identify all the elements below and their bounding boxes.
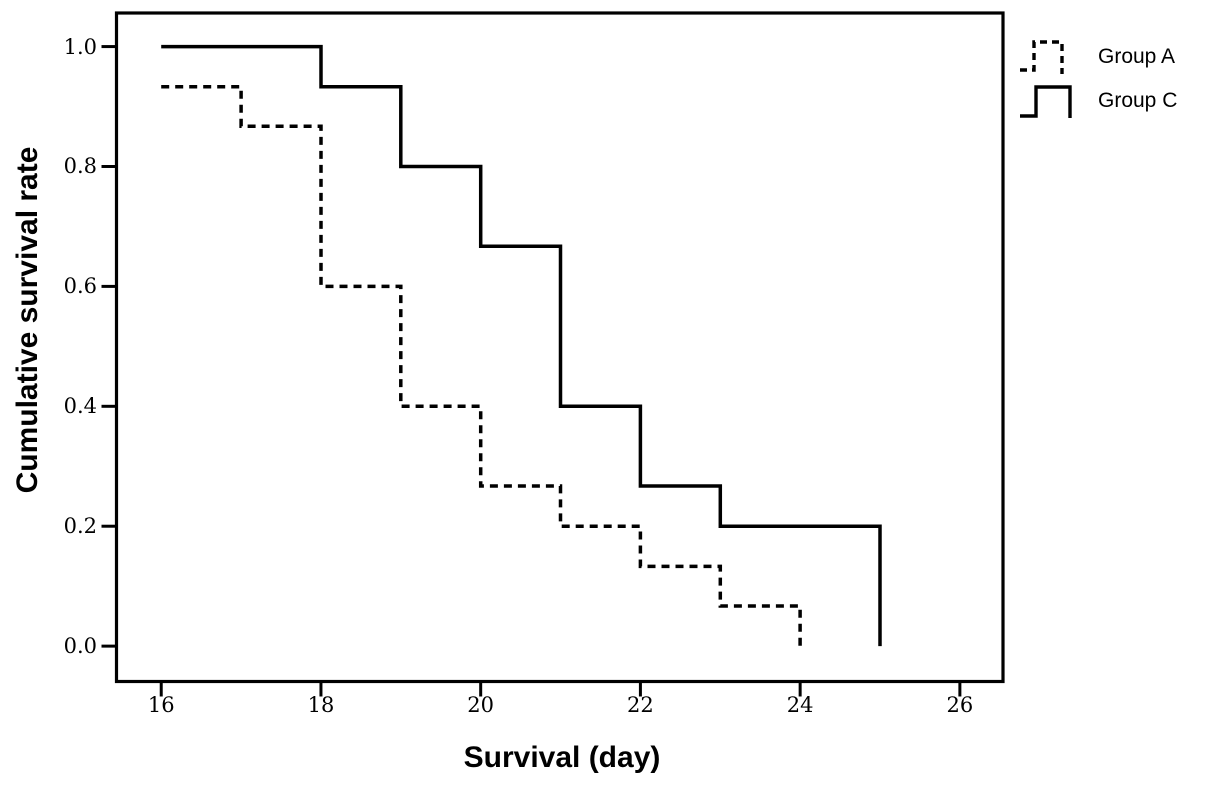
dashed-step-line-icon [1020,40,1064,74]
x-tick-label: 16 [147,693,175,717]
solid-step-line-icon [1020,85,1072,118]
x-tick-label: 22 [627,693,654,717]
x-tick-label: 24 [786,693,814,717]
y-tick-label: 0.4 [63,394,97,419]
y-tick-label: 0.6 [63,274,97,299]
y-tick-label: 1.0 [63,34,97,59]
legend-item-group-c: Group C [1018,80,1177,122]
y-tick-label: 0.0 [63,634,97,659]
y-axis-title: Cumulative survival rate [11,146,44,494]
legend-item-group-a: Group A [1018,36,1177,78]
x-tick-label: 26 [946,693,974,717]
series-group-a [161,84,802,647]
series-group-c [161,44,882,647]
x-tick-label: 18 [307,693,335,717]
x-tick-label: 20 [467,693,495,717]
y-tick-label: 0.8 [63,154,97,179]
legend-label-group-a: Group A [1098,45,1176,68]
plot-frame [114,11,1005,684]
y-tick-label: 0.2 [63,514,97,539]
legend: Group A Group C [1018,36,1177,122]
x-axis-title: Survival (day) [463,741,661,774]
legend-label-group-c: Group C [1098,89,1178,112]
